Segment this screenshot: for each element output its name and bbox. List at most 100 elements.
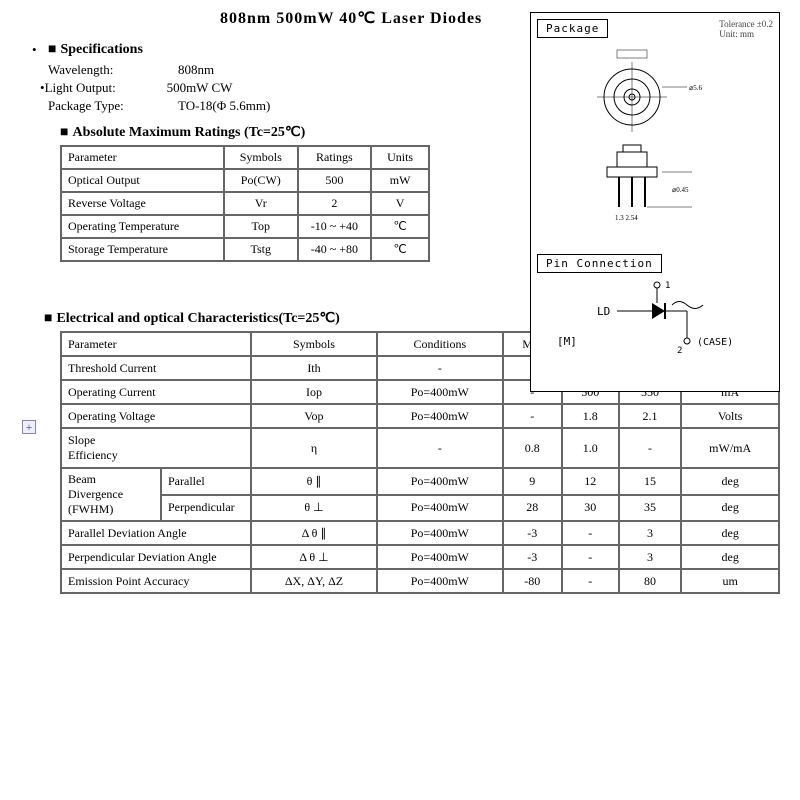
cell: Perpendicular Deviation Angle	[61, 545, 251, 569]
package-label: Package	[537, 19, 608, 38]
spec-value: 808nm	[178, 62, 358, 78]
cell: -	[377, 356, 503, 380]
cell: Reverse Voltage	[61, 192, 224, 215]
cell: -10 ~ +40	[298, 215, 372, 238]
svg-text:⌀0.45: ⌀0.45	[672, 186, 689, 194]
cell: Iop	[251, 380, 377, 404]
cell: 12	[562, 468, 619, 495]
cell: -	[377, 428, 503, 468]
cell: Po=400mW	[377, 404, 503, 428]
cell: Optical Output	[61, 169, 224, 192]
cell: ΔX, ΔY, ΔZ	[251, 569, 377, 593]
cell: Po(CW)	[224, 169, 298, 192]
cell: V	[371, 192, 429, 215]
cell: deg	[681, 468, 779, 495]
cell: -	[562, 521, 619, 545]
cell: Operating Voltage	[61, 404, 251, 428]
pin-circuit: 1 LD [M] (CASE) 2	[537, 273, 773, 363]
svg-text:[M]: [M]	[557, 335, 577, 348]
cell: 80	[619, 569, 682, 593]
cell: mW/mA	[681, 428, 779, 468]
spec-label: Package Type:	[48, 98, 178, 114]
col-parameter: Parameter	[61, 146, 224, 169]
svg-text:1.3 2.54: 1.3 2.54	[615, 214, 638, 222]
table-row: Beam Divergence(FWHM) Parallel θ ∥Po=400…	[61, 468, 779, 495]
cell: 3	[619, 521, 682, 545]
cell: -	[562, 569, 619, 593]
cell: deg	[681, 521, 779, 545]
package-box: Package Tolerance ±0.2Unit: mm ⌀5.6 ⌀0.4…	[530, 12, 780, 392]
cell: deg	[681, 545, 779, 569]
cell: -40 ~ +80	[298, 238, 372, 261]
cell: Po=400mW	[377, 545, 503, 569]
spec-label: Wavelength:	[48, 62, 178, 78]
cell: 15	[619, 468, 682, 495]
cell: Operating Current	[61, 380, 251, 404]
cell: Vr	[224, 192, 298, 215]
cell: Po=400mW	[377, 468, 503, 495]
spec-value: 500mW CW	[167, 80, 347, 96]
cell: Parallel Deviation Angle	[61, 521, 251, 545]
svg-text:1: 1	[665, 281, 670, 291]
table-row: Perpendicular Deviation AngleΔ θ ⊥Po=400…	[61, 545, 779, 569]
cell: Emission Point Accuracy	[61, 569, 251, 593]
col-symbols: Symbols	[251, 332, 377, 356]
table-row: Operating VoltageVopPo=400mW-1.82.1Volts	[61, 404, 779, 428]
cell: Po=400mW	[377, 380, 503, 404]
col-conditions: Conditions	[377, 332, 503, 356]
cell: Po=400mW	[377, 521, 503, 545]
package-drawing: ⌀5.6 ⌀0.45 1.3 2.54	[537, 42, 773, 242]
cell: Δ θ ∥	[251, 521, 377, 545]
cell: 500	[298, 169, 372, 192]
cell: Δ θ ⊥	[251, 545, 377, 569]
cell: -	[619, 428, 682, 468]
col-ratings: Ratings	[298, 146, 372, 169]
table-row: Perpendicular θ ⊥Po=400mW283035deg	[61, 495, 779, 522]
table-row: Emission Point AccuracyΔX, ΔY, ΔZPo=400m…	[61, 569, 779, 593]
cell: mW	[371, 169, 429, 192]
cell: 1.0	[562, 428, 619, 468]
svg-text:⌀5.6: ⌀5.6	[689, 84, 702, 92]
cell: θ ⊥	[251, 495, 377, 522]
cell: 35	[619, 495, 682, 522]
cell: deg	[681, 495, 779, 522]
cell: 1.8	[562, 404, 619, 428]
table-row: SlopeEfficiencyη-0.81.0-mW/mA	[61, 428, 779, 468]
table-row: Reverse VoltageVr2V	[61, 192, 429, 215]
table-row: Optical OutputPo(CW)500mW	[61, 169, 429, 192]
col-symbols: Symbols	[224, 146, 298, 169]
cell: Vop	[251, 404, 377, 428]
cell: Volts	[681, 404, 779, 428]
col-units: Units	[371, 146, 429, 169]
cell: η	[251, 428, 377, 468]
cell: 2.1	[619, 404, 682, 428]
ld-label: LD	[597, 305, 610, 318]
cell: -3	[503, 545, 562, 569]
table-row: Operating TemperatureTop-10 ~ +40℃	[61, 215, 429, 238]
cell: Po=400mW	[377, 569, 503, 593]
cell: -	[562, 545, 619, 569]
ratings-table: Parameter Symbols Ratings Units Optical …	[60, 145, 430, 262]
cell: 2	[298, 192, 372, 215]
cell: -80	[503, 569, 562, 593]
table-row: Storage TemperatureTstg-40 ~ +80℃	[61, 238, 429, 261]
spec-label: Light Output:	[45, 80, 167, 96]
spec-value: TO-18(Φ 5.6mm)	[178, 98, 358, 114]
table-header-row: Parameter Symbols Ratings Units	[61, 146, 429, 169]
cell: Ith	[251, 356, 377, 380]
cell: -	[503, 404, 562, 428]
col-parameter: Parameter	[61, 332, 251, 356]
cell: Top	[224, 215, 298, 238]
cell: ℃	[371, 238, 429, 261]
table-row: Parallel Deviation AngleΔ θ ∥Po=400mW-3-…	[61, 521, 779, 545]
cell: 28	[503, 495, 562, 522]
cell: Tstg	[224, 238, 298, 261]
cell: Storage Temperature	[61, 238, 224, 261]
beam-label: Beam Divergence(FWHM)	[61, 468, 161, 521]
pin-connection-label: Pin Connection	[537, 254, 662, 273]
cell: θ ∥	[251, 468, 377, 495]
expand-icon[interactable]: +	[22, 420, 36, 434]
cell: Threshold Current	[61, 356, 251, 380]
cell: Po=400mW	[377, 495, 503, 522]
cell: 3	[619, 545, 682, 569]
